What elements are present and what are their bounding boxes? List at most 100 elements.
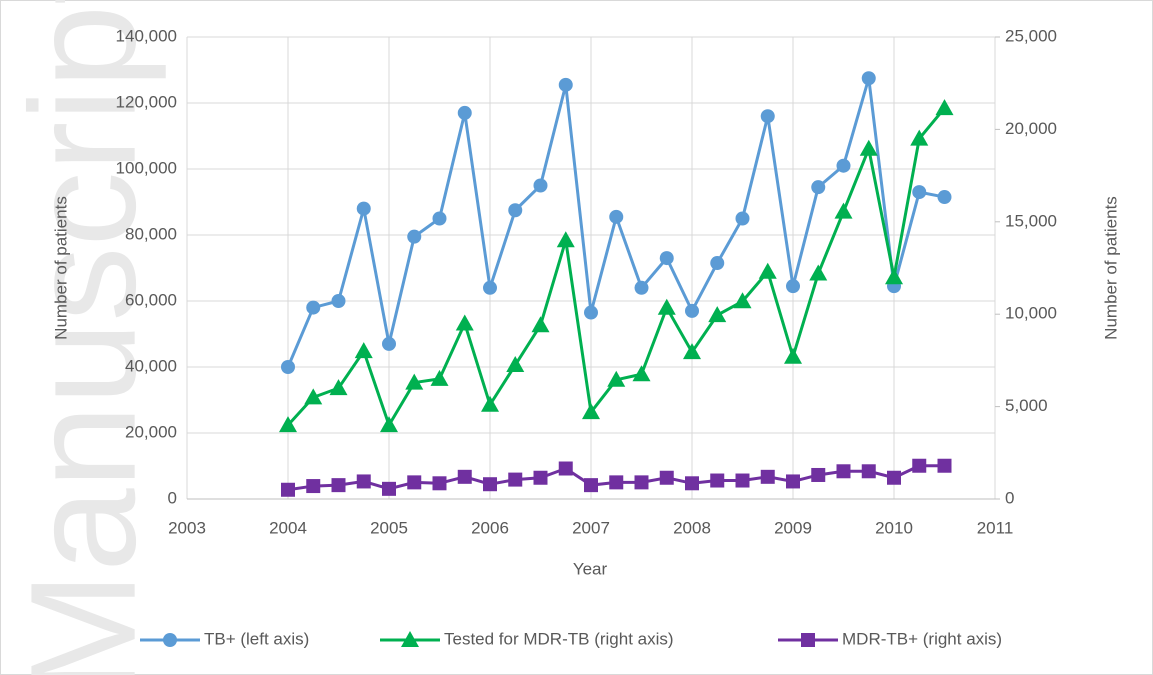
marker [683,343,701,360]
marker [331,294,346,308]
marker [483,477,497,492]
marker [659,470,674,485]
marker [407,229,422,244]
marker [331,478,346,493]
marker [786,279,800,294]
marker [861,71,876,86]
y-tick-label: 80,000 [125,224,177,243]
marker [356,474,371,489]
legend-marker [401,631,419,647]
marker [306,300,321,315]
marker [281,482,295,497]
y-tick-label: 120,000 [116,92,177,111]
x-tick-label: 2006 [471,518,509,537]
x-tick-label: 2007 [572,518,610,537]
marker [634,280,649,295]
legend-label: TB+ (left axis) [204,629,309,648]
marker [912,458,927,473]
marker [432,211,447,226]
marker [281,360,295,374]
marker [533,470,548,485]
marker [733,292,752,309]
marker [582,403,600,420]
marker [382,481,396,496]
y2-axis-label: Number of patients [1101,196,1120,340]
x-tick-label: 2005 [370,518,408,537]
marker [758,262,777,279]
marker [430,369,449,386]
y-tick-label: 140,000 [116,26,177,45]
marker [910,129,929,146]
x-tick-label: 2010 [875,518,913,537]
marker [685,476,699,491]
y2-tick-label: 10,000 [1005,304,1057,323]
marker [558,77,573,92]
y2-tick-label: 0 [1005,488,1014,507]
marker [634,475,649,490]
marker [708,306,727,323]
x-tick-label: 2011 [977,518,1014,537]
x-axis-label: Year [573,559,608,578]
marker [432,476,447,491]
y-axis-label: Number of patients [51,196,70,340]
marker [937,458,952,473]
x-tick-label: 2009 [774,518,812,537]
marker [710,256,725,271]
marker [887,470,901,485]
y2-tick-label: 25,000 [1005,26,1057,45]
marker [533,178,548,193]
marker [584,305,598,320]
x-tick-label: 2003 [168,518,206,537]
marker [809,264,828,281]
y2-tick-label: 20,000 [1005,119,1057,138]
marker [457,105,472,120]
watermark: Manuscript [0,0,167,675]
marker [531,316,550,333]
marker [609,475,624,490]
x-tick-label: 2004 [269,518,307,537]
marker [508,472,523,487]
marker [584,478,598,493]
marker [506,356,525,373]
marker [710,473,725,488]
marker [382,336,396,351]
y-tick-label: 40,000 [125,356,177,375]
marker [279,416,297,433]
marker [659,251,674,266]
y-tick-label: 0 [168,488,177,507]
marker [735,473,750,488]
marker [760,469,775,484]
marker [760,109,775,124]
marker [481,395,499,412]
marker [558,461,573,476]
marker [784,347,802,364]
legend-marker [801,633,815,647]
marker [657,298,676,315]
marker [455,314,474,331]
marker [937,190,952,205]
marker [304,388,323,405]
y-tick-label: 60,000 [125,290,177,309]
y2-tick-label: 5,000 [1005,396,1048,415]
marker [380,416,398,433]
marker [405,373,424,390]
y2-tick-label: 15,000 [1005,211,1057,230]
marker [836,158,851,173]
legend-label: MDR-TB+ (right axis) [842,629,1002,648]
marker [556,231,575,248]
marker [836,464,851,479]
marker [483,280,497,295]
marker [609,209,624,224]
legend-label: Tested for MDR-TB (right axis) [444,629,674,648]
marker [811,180,826,195]
marker [607,370,626,387]
marker [632,365,651,382]
marker [859,139,878,156]
marker [786,474,800,489]
marker [508,203,523,218]
marker [834,202,853,219]
marker [685,303,699,318]
marker [735,211,750,226]
